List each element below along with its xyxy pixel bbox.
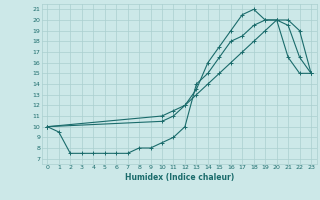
X-axis label: Humidex (Indice chaleur): Humidex (Indice chaleur) bbox=[124, 173, 234, 182]
